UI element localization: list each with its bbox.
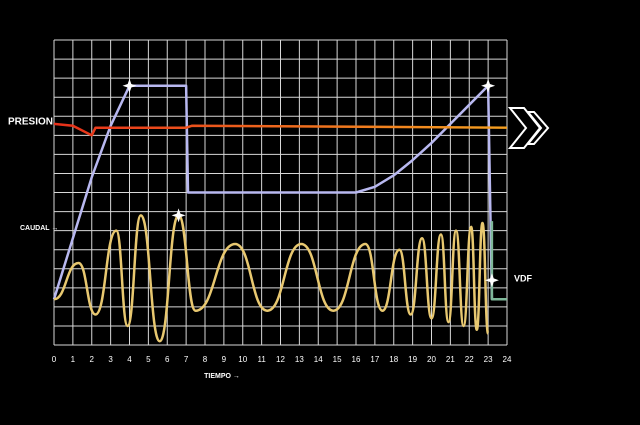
x-tick-label: 5 (146, 355, 151, 364)
x-tick-label: 11 (257, 355, 266, 364)
x-tick-label: 14 (314, 355, 323, 364)
profile-line (52, 84, 494, 300)
series-label: VDF (514, 273, 533, 283)
series-line (53, 122, 508, 137)
x-tick-label: 8 (203, 355, 208, 364)
x-tick-label: 9 (222, 355, 227, 364)
x-tick-label: 24 (503, 355, 512, 364)
x-tick-label: 4 (127, 355, 132, 364)
x-tick-label: 17 (370, 355, 379, 364)
series-line (53, 214, 490, 343)
series-line (490, 221, 507, 301)
x-tick-label: 19 (408, 355, 417, 364)
x-tick-label: 7 (184, 355, 189, 364)
series-label: CAUDAL → (20, 225, 58, 232)
chevron (507, 107, 550, 149)
star-marker (122, 78, 137, 93)
x-tick-label: 12 (276, 355, 285, 364)
star-marker (171, 208, 186, 223)
star-marker (481, 78, 496, 93)
x-tick-label: 16 (352, 355, 361, 364)
star-marker (484, 273, 499, 288)
x-tick-label: 0 (52, 355, 57, 364)
x-tick-label: 23 (484, 355, 493, 364)
x-tick-label: 13 (295, 355, 304, 364)
x-tick-label: 1 (71, 355, 76, 364)
x-tick-label: 21 (446, 355, 455, 364)
series-label: PRESION (8, 117, 53, 128)
x-tick-label: 15 (333, 355, 342, 364)
x-tick-label: 6 (165, 355, 170, 364)
x-tick-label: 3 (108, 355, 113, 364)
x-tick-label: 20 (427, 355, 436, 364)
x-tick-label: 22 (465, 355, 474, 364)
x-tick-label: 18 (389, 355, 398, 364)
x-axis-label: TIEMPO → (204, 373, 240, 380)
x-tick-label: 2 (90, 355, 95, 364)
x-tick-label: 10 (238, 355, 247, 364)
